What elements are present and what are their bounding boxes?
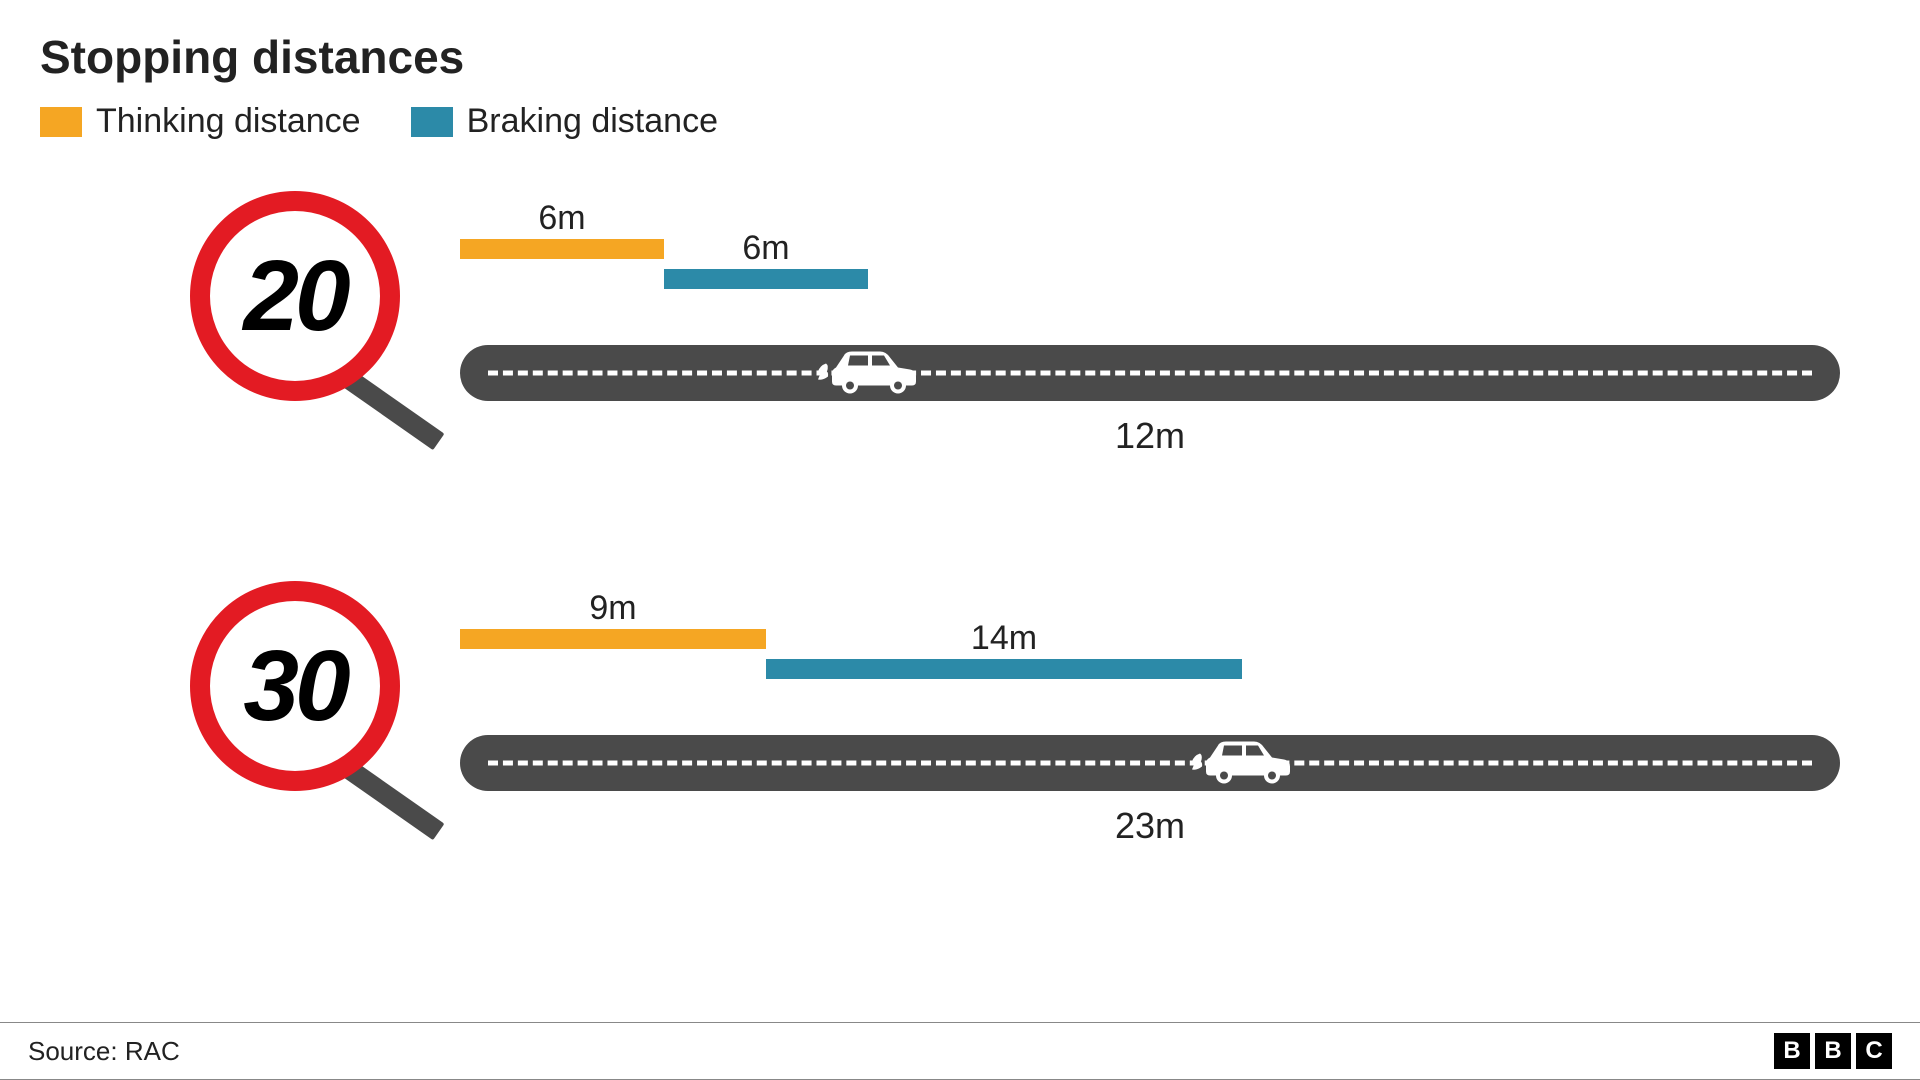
road-dash	[488, 371, 1812, 376]
braking-label: 14m	[971, 619, 1037, 658]
page-title: Stopping distances	[40, 30, 1880, 84]
chart-col: 9m14m 23m	[460, 595, 1900, 847]
braking-label: 6m	[742, 229, 789, 268]
legend-item-braking: Braking distance	[411, 102, 718, 141]
road	[460, 345, 1840, 401]
legend-item-thinking: Thinking distance	[40, 102, 361, 141]
car-icon	[1192, 736, 1292, 786]
legend-label-thinking: Thinking distance	[96, 102, 361, 141]
bbc-b1: B	[1774, 1033, 1810, 1069]
road	[460, 735, 1840, 791]
bbc-c: C	[1856, 1033, 1892, 1069]
thinking-label: 9m	[589, 589, 636, 628]
swatch-braking	[411, 107, 453, 137]
thinking-label: 6m	[538, 199, 585, 238]
total-label: 12m	[460, 415, 1840, 457]
bbc-b2: B	[1815, 1033, 1851, 1069]
chart-col: 6m6m 12m	[460, 205, 1900, 457]
braking-bar	[664, 269, 868, 289]
total-label: 23m	[460, 805, 1840, 847]
car-icon	[818, 346, 918, 396]
speed-sign: 30	[190, 581, 400, 791]
speed-value: 20	[243, 239, 346, 354]
rows-container: 206m6m12m309m14m23m	[40, 171, 1880, 881]
source-label: Source: RAC	[28, 1036, 180, 1067]
legend: Thinking distance Braking distance	[40, 102, 1880, 141]
bars-area: 6m6m	[460, 205, 1840, 305]
bars-area: 9m14m	[460, 595, 1840, 695]
swatch-thinking	[40, 107, 82, 137]
sign-col: 20	[40, 171, 460, 491]
speed-sign: 20	[190, 191, 400, 401]
bbc-logo: B B C	[1774, 1033, 1892, 1069]
sign-col: 30	[40, 561, 460, 881]
infographic-container: Stopping distances Thinking distance Bra…	[0, 0, 1920, 1080]
speed-value: 30	[243, 629, 346, 744]
speed-row-20: 206m6m12m	[40, 171, 1880, 491]
road-dash	[488, 761, 1812, 766]
thinking-bar	[460, 239, 664, 259]
speed-row-30: 309m14m23m	[40, 561, 1880, 881]
thinking-bar	[460, 629, 766, 649]
footer: Source: RAC B B C	[0, 1022, 1920, 1080]
braking-bar	[766, 659, 1242, 679]
legend-label-braking: Braking distance	[467, 102, 718, 141]
